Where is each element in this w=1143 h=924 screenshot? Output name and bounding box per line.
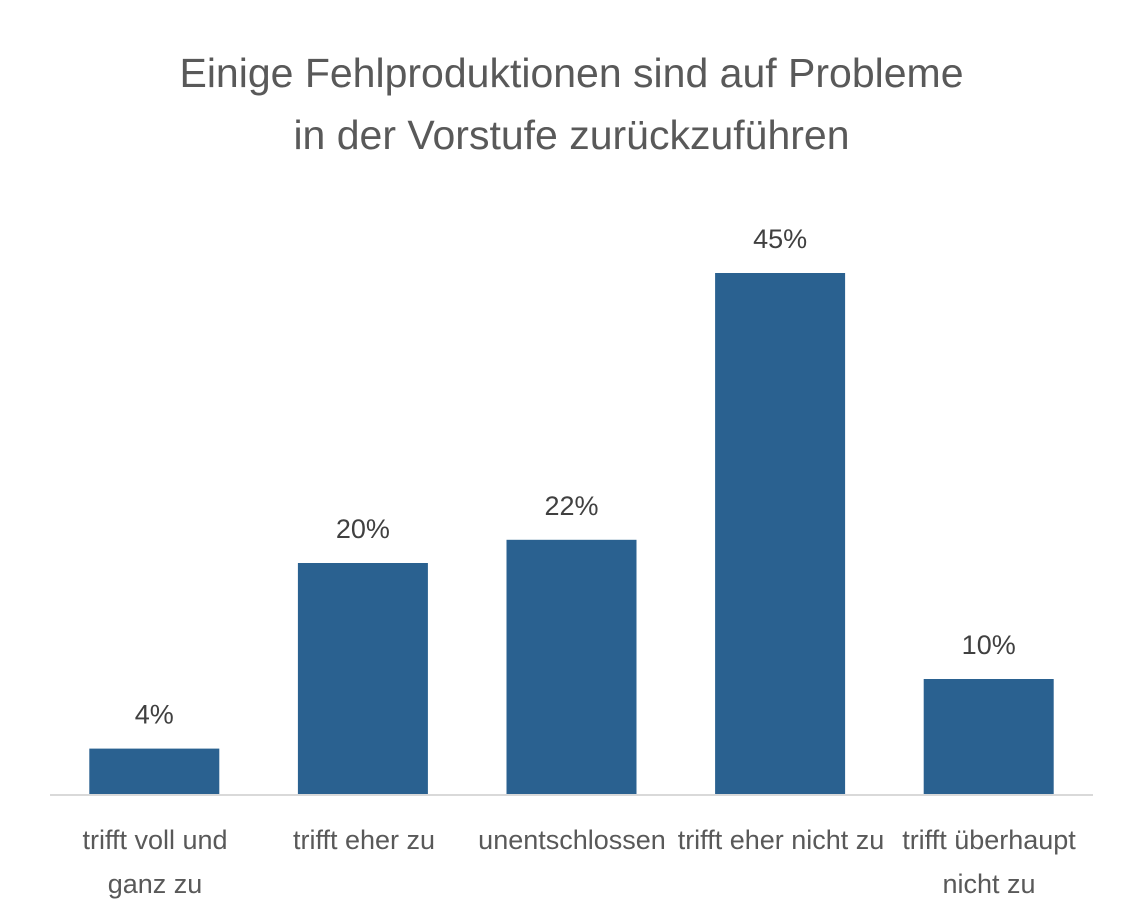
data-label-3: 45% bbox=[753, 224, 807, 254]
bars-group bbox=[89, 273, 1054, 795]
chart-title-line-1: Einige Fehlproduktionen sind auf Problem… bbox=[179, 50, 964, 96]
value-labels-group: 4% 20% 22% 45% 10% bbox=[135, 224, 1016, 730]
category-label-1: trifft eher zu bbox=[292, 825, 436, 855]
category-label-4: trifft überhaupt nicht zu bbox=[902, 825, 1076, 899]
bar-4 bbox=[923, 679, 1054, 795]
chart-title-line-2: in der Vorstufe zurückzuführen bbox=[293, 112, 850, 158]
category-label-0: trifft voll und ganz zu bbox=[82, 825, 228, 899]
data-label-1: 20% bbox=[336, 514, 390, 544]
data-label-0: 4% bbox=[135, 700, 174, 730]
category-label-2: unentschlossen bbox=[478, 825, 666, 855]
bar-2 bbox=[506, 539, 637, 795]
data-label-2: 22% bbox=[544, 491, 598, 521]
bar-3 bbox=[715, 273, 846, 795]
chart-title: Einige Fehlproduktionen sind auf Problem… bbox=[0, 42, 1143, 166]
data-label-4: 10% bbox=[962, 630, 1016, 660]
bar-0 bbox=[89, 748, 220, 795]
category-label-3: trifft eher nicht zu bbox=[677, 825, 885, 855]
bar-1 bbox=[297, 563, 428, 795]
